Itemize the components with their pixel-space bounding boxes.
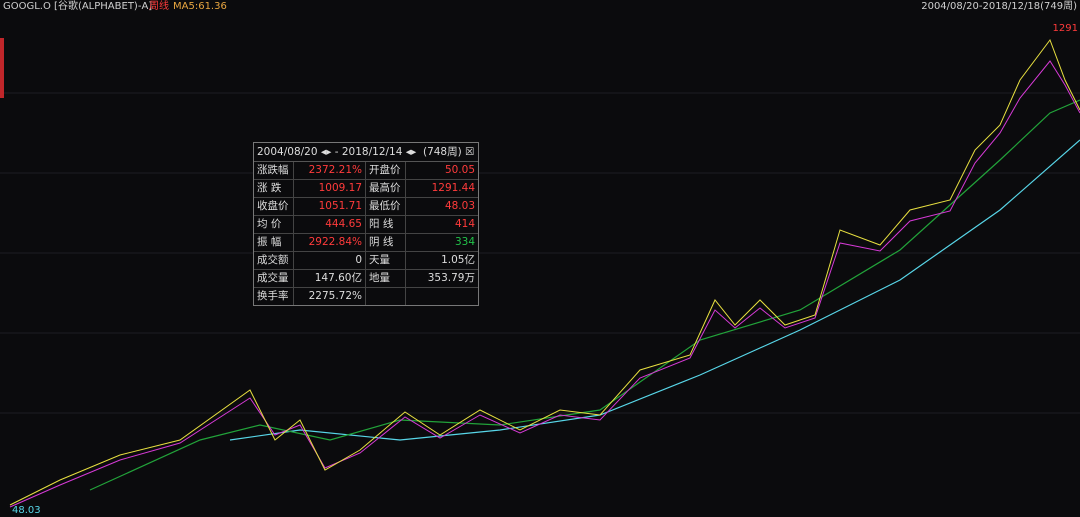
stat-row: 振 幅 2922.84% 阴 线 334 — [254, 234, 478, 252]
stat-value: 1009.17 — [294, 180, 366, 197]
stat-label: 阴 线 — [366, 234, 406, 251]
stat-label: 最高价 — [366, 180, 406, 197]
top-bar: GOOGL.O [谷歌(ALPHABET)-A] 周线 MA5:61.36 20… — [0, 0, 1080, 13]
grid — [0, 92, 1080, 414]
stat-value: 48.03 — [444, 200, 475, 212]
stat-row: 收盘价 1051.71 最低价 48.03 — [254, 198, 478, 216]
date-range: 2004/08/20-2018/12/18(749周) — [921, 1, 1077, 12]
stat-label: 均 价 — [254, 216, 294, 233]
stat-label: 成交额 — [254, 252, 294, 269]
stat-value: 2922.84% — [294, 234, 366, 251]
stat-value: 50.05 — [444, 164, 475, 176]
ma-mid — [89, 99, 1080, 491]
stat-label: 收盘价 — [254, 198, 294, 215]
stat-value: 147.60亿 — [294, 270, 366, 287]
stat-value: 1291.44 — [431, 182, 475, 194]
stat-value: 414 — [454, 218, 475, 230]
stat-row: 均 价 444.65 阳 线 414 — [254, 216, 478, 234]
stat-label: 涨跌幅 — [254, 162, 294, 179]
stat-row: 成交量 147.60亿 地量 353.79万 — [254, 270, 478, 288]
ma-fast — [9, 60, 1080, 508]
period[interactable]: 周线 — [149, 1, 169, 12]
price-chart: 1291 48.03 — [0, 23, 1080, 516]
stat-value: 2275.72% — [294, 288, 366, 305]
stat-label: 阳 线 — [366, 216, 406, 233]
stat-value: 334 — [454, 236, 475, 248]
stat-row: 成交额 0 天量 1.05亿 — [254, 252, 478, 270]
stat-label: 涨 跌 — [254, 180, 294, 197]
stat-value: 353.79万 — [427, 272, 475, 284]
stat-value: 1.05亿 — [441, 254, 475, 266]
empty-cell — [406, 288, 478, 305]
high-label: 1291 — [1053, 23, 1078, 34]
stat-label: 最低价 — [366, 198, 406, 215]
end-date: 2018/12/14 — [341, 146, 403, 158]
stat-value: 0 — [294, 252, 366, 269]
start-date: 2004/08/20 — [257, 146, 318, 158]
stat-row: 涨 跌 1009.17 最高价 1291.44 — [254, 180, 478, 198]
symbol: GOOGL.O [谷歌(ALPHABET)-A] — [3, 1, 153, 12]
stat-label: 换手率 — [254, 288, 294, 305]
stat-value: 2372.21% — [294, 162, 366, 179]
ma-value: MA5:61.36 — [173, 1, 227, 12]
stat-label: 成交量 — [254, 270, 294, 287]
stat-row: 换手率 2275.72% — [254, 288, 478, 305]
stat-label: 天量 — [366, 252, 406, 269]
side-marker — [0, 38, 4, 98]
low-label: 48.03 — [12, 505, 41, 516]
ma-slow — [229, 139, 1080, 441]
stat-label: 开盘价 — [366, 162, 406, 179]
stat-label: 地量 — [366, 270, 406, 287]
stat-value: 444.65 — [294, 216, 366, 233]
popup-header: 2004/08/20 ◂▸ - 2018/12/14 ◂▸ (748周) ☒ — [254, 143, 478, 162]
stat-value: 1051.71 — [294, 198, 366, 215]
ma5 — [9, 38, 1080, 506]
stat-label: 振 幅 — [254, 234, 294, 251]
empty-cell — [366, 288, 406, 305]
stats-popup: 2004/08/20 ◂▸ - 2018/12/14 ◂▸ (748周) ☒ 涨… — [253, 142, 479, 306]
stat-row: 涨跌幅 2372.21% 开盘价 50.05 — [254, 162, 478, 180]
popup-rows: 涨跌幅 2372.21% 开盘价 50.05 涨 跌 1009.17 最高价 1291.44 收… — [254, 162, 478, 305]
count: (748周) — [422, 146, 462, 158]
